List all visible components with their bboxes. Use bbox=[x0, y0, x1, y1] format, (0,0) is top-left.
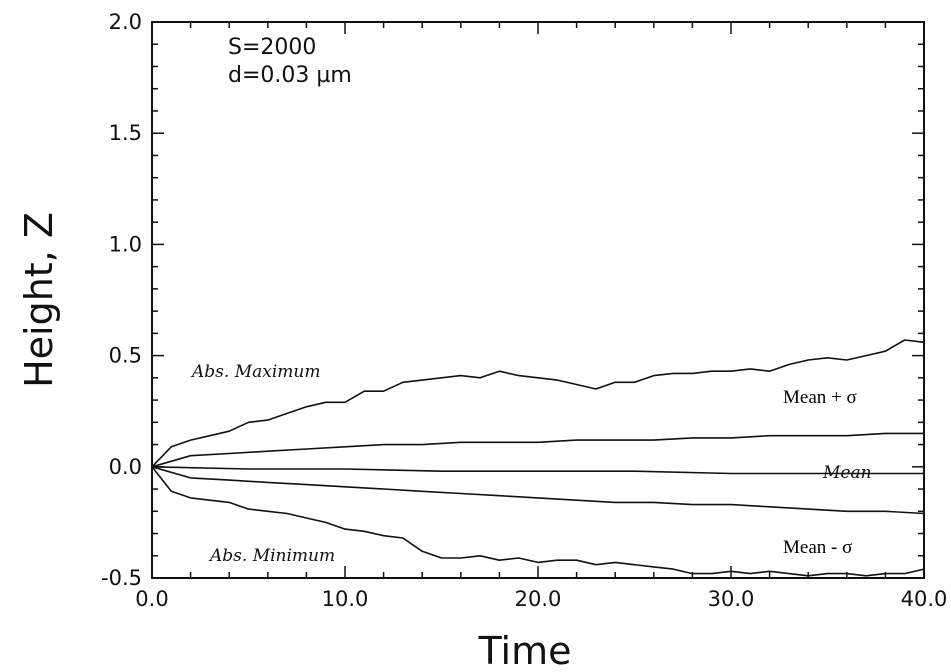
label-abs-minimum: Abs. Minimum bbox=[208, 546, 335, 566]
chart-curves bbox=[151, 339, 925, 577]
parameter-d: d=0.03 µm bbox=[228, 63, 352, 88]
y-tick-label: -0.5 bbox=[101, 566, 142, 590]
label-mean-plus-sigma: Mean + σ bbox=[783, 387, 857, 408]
x-tick-label: 10.0 bbox=[322, 587, 369, 611]
label-mean: Mean bbox=[822, 463, 872, 483]
x-tick-label: 20.0 bbox=[515, 587, 562, 611]
y-tick-label: 1.0 bbox=[109, 232, 142, 256]
mean-line bbox=[151, 466, 924, 475]
x-axis-title: Time bbox=[478, 629, 572, 672]
mean-minus-sigma-line bbox=[151, 466, 925, 515]
x-tick-label: 0.0 bbox=[135, 587, 168, 611]
parameter-s: S=2000 bbox=[228, 35, 316, 60]
mean-plus-sigma-line bbox=[151, 432, 924, 468]
y-tick-label: 1.5 bbox=[109, 121, 142, 145]
y-axis-title: Height, Z bbox=[17, 212, 61, 388]
x-tick-label: 30.0 bbox=[708, 587, 755, 611]
y-tick-label: 0.0 bbox=[109, 455, 142, 479]
axis-ticks bbox=[151, 21, 925, 579]
abs-minimum-line bbox=[151, 466, 925, 577]
label-abs-maximum: Abs. Maximum bbox=[190, 362, 320, 382]
tick-labels: 0.0 10.0 20.0 30.0 40.0-0.50.00.51.01.52.0 bbox=[101, 10, 947, 611]
plot-frame bbox=[151, 21, 925, 579]
label-mean-minus-sigma: Mean - σ bbox=[783, 537, 852, 558]
x-tick-label: 40.0 bbox=[901, 587, 948, 611]
y-tick-label: 2.0 bbox=[109, 10, 142, 34]
abs-maximum-line bbox=[151, 339, 925, 468]
y-tick-label: 0.5 bbox=[109, 344, 142, 368]
